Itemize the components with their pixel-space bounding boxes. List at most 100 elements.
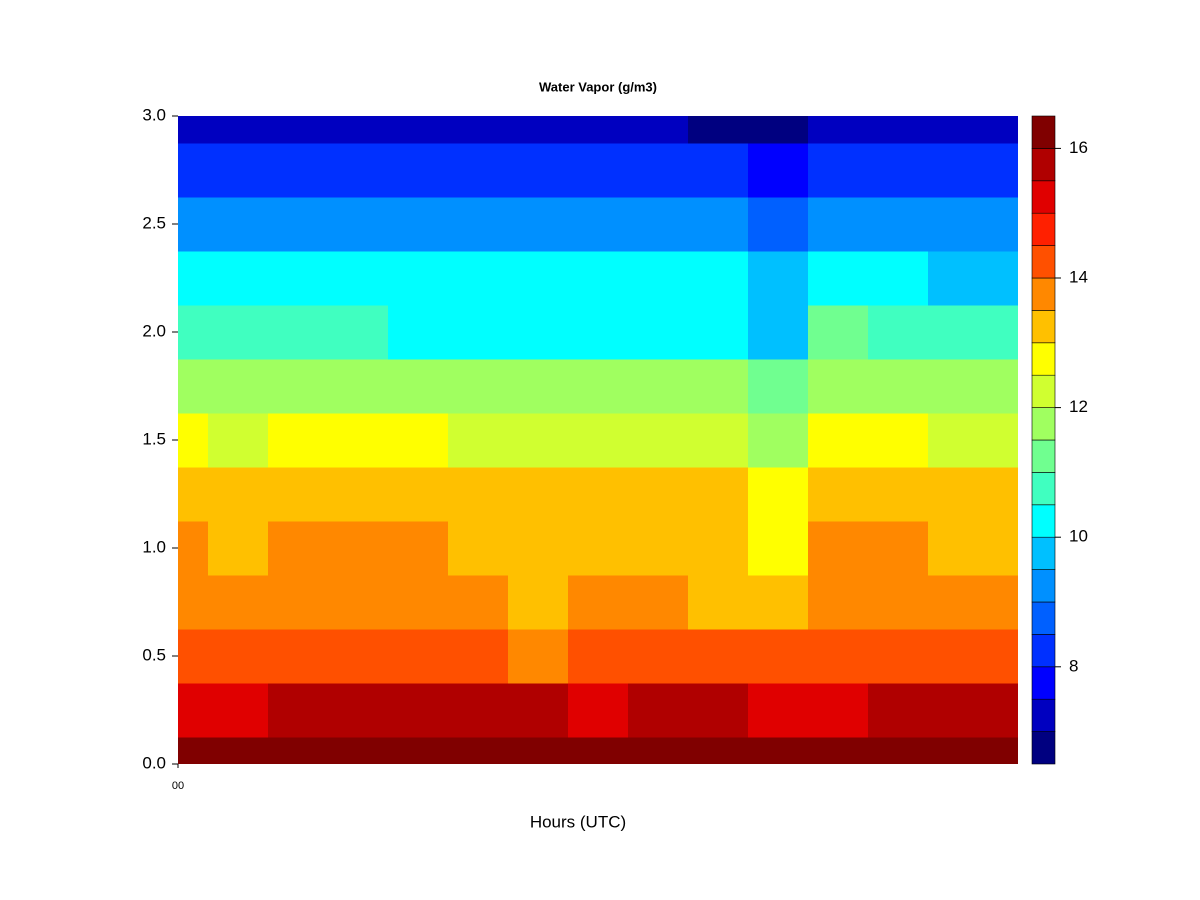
contour-cell — [988, 251, 1018, 306]
contour-cell — [448, 575, 509, 630]
contour-cell — [388, 467, 449, 522]
contour-cell — [208, 251, 269, 306]
contour-cell — [868, 413, 929, 468]
contour-cell — [328, 467, 389, 522]
contour-cell — [748, 467, 809, 522]
contour-cell — [268, 116, 329, 144]
contour-cell — [178, 467, 209, 522]
x-axis-label: Hours (UTC) — [530, 812, 626, 831]
colorbar-swatch — [1031, 310, 1056, 344]
contour-cell — [328, 359, 389, 414]
contour-cell — [988, 197, 1018, 252]
contour-cell — [868, 197, 929, 252]
contour-cell — [208, 629, 269, 684]
contour-cell — [448, 629, 509, 684]
contour-cell — [448, 467, 509, 522]
contour-cell — [568, 629, 629, 684]
contour-field — [178, 116, 1018, 764]
contour-cell — [268, 467, 329, 522]
contour-cell — [688, 251, 749, 306]
contour-cell — [178, 116, 209, 144]
contour-cell — [328, 683, 389, 738]
contour-cell — [388, 143, 449, 198]
contour-cell — [688, 116, 749, 144]
contour-cell — [448, 251, 509, 306]
contour-cell — [568, 737, 629, 764]
contour-cell — [748, 683, 809, 738]
contour-cell — [508, 521, 569, 576]
contour-cell — [808, 629, 869, 684]
contour-cell — [208, 143, 269, 198]
contour-cell — [688, 521, 749, 576]
contour-cell — [748, 575, 809, 630]
contour-cell — [628, 683, 689, 738]
contour-cell — [868, 116, 929, 144]
contour-cell — [808, 251, 869, 306]
contour-cell — [208, 737, 269, 764]
colorbar-swatch — [1031, 407, 1056, 441]
contour-cell — [268, 737, 329, 764]
contour-cell — [748, 197, 809, 252]
contour-cell — [868, 143, 929, 198]
contour-cell — [388, 359, 449, 414]
contour-cell — [928, 629, 989, 684]
contour-cell — [688, 413, 749, 468]
colorbar-swatch — [1031, 472, 1056, 506]
contour-cell — [328, 305, 389, 360]
contour-cell — [688, 359, 749, 414]
contour-cell — [628, 575, 689, 630]
contour-cell — [328, 197, 389, 252]
colorbar-tick-label: 12 — [1069, 397, 1088, 416]
y-tick-label: 2.5 — [142, 213, 166, 232]
contour-cell — [748, 737, 809, 764]
colorbar-swatch — [1031, 374, 1056, 408]
colorbar-tick-label: 16 — [1069, 138, 1088, 157]
contour-cell — [388, 575, 449, 630]
contour-cell — [748, 359, 809, 414]
contour-cell — [808, 305, 869, 360]
contour-cell — [208, 683, 269, 738]
contour-cell — [208, 521, 269, 576]
contour-cell — [628, 629, 689, 684]
contour-cell — [448, 413, 509, 468]
colorbar-swatch — [1031, 698, 1056, 732]
y-tick-label: 0.0 — [142, 753, 166, 772]
contour-cell — [508, 197, 569, 252]
y-tick-label: 0.5 — [142, 645, 166, 664]
colorbar-swatch — [1031, 245, 1056, 279]
contour-cell — [688, 305, 749, 360]
contour-cell — [268, 521, 329, 576]
contour-cell — [988, 683, 1018, 738]
contour-cell — [328, 521, 389, 576]
contour-cell — [178, 737, 209, 764]
colorbar-swatch — [1031, 731, 1056, 765]
contour-cell — [328, 251, 389, 306]
contour-cell — [808, 521, 869, 576]
contour-cell — [868, 521, 929, 576]
contour-cell — [448, 197, 509, 252]
colorbar-swatch — [1031, 569, 1056, 603]
contour-cell — [688, 629, 749, 684]
contour-cell — [208, 305, 269, 360]
contour-cell — [448, 737, 509, 764]
colorbar-swatch — [1031, 212, 1056, 246]
colorbar-tick-label: 14 — [1069, 267, 1088, 286]
contour-cell — [508, 359, 569, 414]
contour-cell — [208, 467, 269, 522]
contour-cell — [568, 467, 629, 522]
contour-cell — [688, 197, 749, 252]
contour-cell — [268, 575, 329, 630]
contour-cell — [988, 359, 1018, 414]
contour-cell — [928, 683, 989, 738]
contour-cell — [868, 575, 929, 630]
contour-cell — [388, 197, 449, 252]
contour-cell — [808, 359, 869, 414]
contour-cell — [508, 575, 569, 630]
contour-cell — [928, 737, 989, 764]
contour-cell — [208, 575, 269, 630]
contour-cell — [268, 305, 329, 360]
colorbar-swatch — [1031, 277, 1056, 311]
colorbar-swatch — [1031, 180, 1056, 214]
contour-cell — [508, 683, 569, 738]
